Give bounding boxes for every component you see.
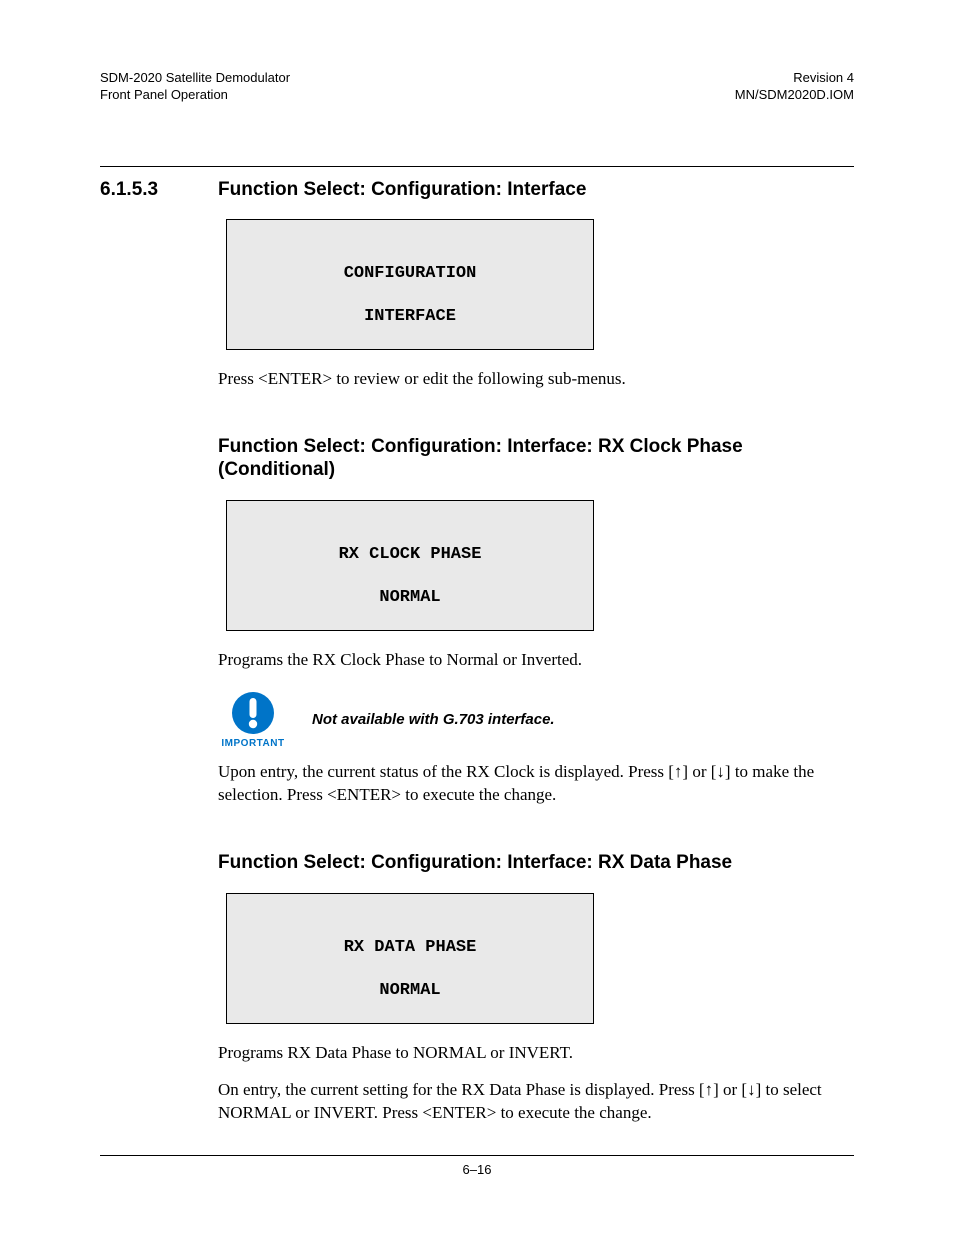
lcd-box-rx-clock-phase: RX CLOCK PHASE NORMAL: [226, 500, 594, 631]
lcd-box-rx-data-phase: RX DATA PHASE NORMAL: [226, 893, 594, 1024]
header-right-line1: Revision 4: [735, 70, 854, 87]
important-callout: IMPORTANT Not available with G.703 inter…: [218, 690, 854, 749]
header-left: SDM-2020 Satellite Demodulator Front Pan…: [100, 70, 290, 104]
paragraph: Upon entry, the current status of the RX…: [218, 761, 854, 807]
footer-rule: [100, 1155, 854, 1156]
header-left-line2: Front Panel Operation: [100, 87, 290, 104]
paragraph: Programs the RX Clock Phase to Normal or…: [218, 649, 854, 672]
section-number: 6.1.5.3: [100, 179, 218, 201]
top-rule: [100, 166, 854, 167]
page-header: SDM-2020 Satellite Demodulator Front Pan…: [100, 70, 854, 104]
important-icon-column: IMPORTANT: [218, 690, 288, 749]
important-label: IMPORTANT: [221, 738, 284, 749]
lcd-box-configuration-interface: CONFIGURATION INTERFACE: [226, 219, 594, 350]
header-right: Revision 4 MN/SDM2020D.IOM: [735, 70, 854, 104]
lcd-line: NORMAL: [379, 981, 440, 1000]
header-right-line2: MN/SDM2020D.IOM: [735, 87, 854, 104]
section-heading: 6.1.5.3 Function Select: Configuration: …: [100, 179, 854, 201]
lcd-line: NORMAL: [379, 588, 440, 607]
page: SDM-2020 Satellite Demodulator Front Pan…: [0, 0, 954, 1235]
subheading-rx-clock-phase: Function Select: Configuration: Interfac…: [218, 435, 854, 483]
important-text: Not available with G.703 interface.: [312, 711, 555, 728]
lcd-line: RX DATA PHASE: [344, 938, 477, 957]
important-icon: [230, 690, 276, 736]
lcd-line: RX CLOCK PHASE: [339, 545, 482, 564]
content-column: CONFIGURATION INTERFACE Press <ENTER> to…: [218, 219, 854, 1125]
paragraph: Press <ENTER> to review or edit the foll…: [218, 368, 854, 391]
subheading-rx-data-phase: Function Select: Configuration: Interfac…: [218, 851, 854, 875]
section-title: Function Select: Configuration: Interfac…: [218, 179, 586, 201]
header-left-line1: SDM-2020 Satellite Demodulator: [100, 70, 290, 87]
page-footer: 6–16: [100, 1155, 854, 1177]
page-number: 6–16: [100, 1162, 854, 1177]
lcd-line: INTERFACE: [364, 307, 456, 326]
lcd-line: CONFIGURATION: [344, 264, 477, 283]
paragraph: Programs RX Data Phase to NORMAL or INVE…: [218, 1042, 854, 1065]
paragraph: On entry, the current setting for the RX…: [218, 1079, 854, 1125]
